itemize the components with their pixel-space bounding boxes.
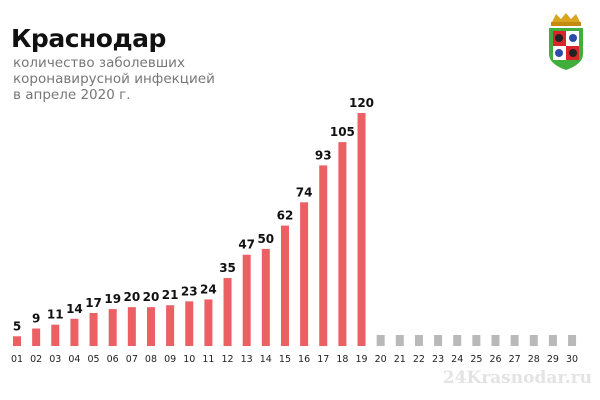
bar-16 [300,202,309,346]
bar-07 [127,307,136,346]
bar-10 [185,301,194,346]
bar-03 [51,324,60,346]
bar-18 [338,142,347,346]
bar-12 [223,278,232,346]
x-tick-label: 22 [413,354,425,365]
x-tick-label: 27 [509,354,521,365]
data-label-18: 105 [330,125,355,139]
future-bar-25 [472,335,481,346]
data-label-01: 5 [13,319,21,333]
future-bar-23 [434,335,443,346]
x-tick-label: 30 [566,354,578,365]
data-label-04: 14 [66,302,83,316]
data-label-10: 23 [181,284,198,298]
chart-subtitle-line: количество заболевших [13,55,185,71]
x-tick-label: 16 [298,354,310,365]
bar-17 [319,165,328,346]
bar-06 [108,309,117,346]
x-tick-label: 26 [489,354,501,365]
x-tick-label: 14 [260,354,272,365]
future-bar-27 [510,335,519,346]
x-tick-label: 19 [355,354,367,365]
future-bar-29 [548,335,557,346]
x-tick-label: 01 [11,354,23,365]
data-label-09: 21 [162,288,179,302]
x-tick-label: 25 [470,354,482,365]
watermark-logo: 24Krasnodar.ru [442,368,592,388]
x-tick-label: 02 [30,354,42,365]
bar-08 [146,307,155,346]
x-tick-label: 20 [375,354,387,365]
bar-04 [70,318,79,346]
bar-05 [89,312,98,346]
x-tick-label: 29 [547,354,559,365]
future-bar-20 [376,335,385,346]
data-label-05: 17 [85,296,102,310]
future-bar-24 [453,335,462,346]
chart-title: Краснодар [11,24,166,53]
data-label-11: 24 [200,282,217,296]
x-tick-label: 21 [394,354,406,365]
bar-19 [357,113,366,346]
bar-13 [242,254,251,346]
data-label-17: 93 [315,148,332,162]
data-label-02: 9 [32,312,40,326]
x-tick-label: 12 [221,354,233,365]
x-tick-label: 13 [241,354,253,365]
bar-11 [204,299,213,346]
bar-02 [32,328,41,346]
data-label-06: 19 [104,292,121,306]
data-label-16: 74 [296,185,313,199]
data-label-15: 62 [277,209,294,223]
future-bar-22 [414,335,423,346]
bar-01 [13,336,21,346]
data-label-12: 35 [219,261,236,275]
data-label-08: 20 [143,290,160,304]
future-bar-26 [491,335,500,346]
bar-15 [280,225,289,346]
data-label-13: 47 [238,238,255,252]
data-label-07: 20 [123,290,140,304]
data-label-19: 120 [349,96,374,110]
data-label-14: 50 [257,232,274,246]
chart-subtitle-line: в апреле 2020 г. [13,87,131,103]
x-tick-label: 04 [68,354,80,365]
x-tick-label: 09 [164,354,176,365]
krasnodar-coat-of-arms-icon [549,13,583,70]
x-tick-label: 17 [317,354,329,365]
x-tick-label: 18 [336,354,348,365]
x-tick-label: 06 [107,354,119,365]
x-tick-label: 15 [279,354,291,365]
data-label-03: 11 [47,308,64,322]
x-tick-label: 10 [183,354,195,365]
x-tick-label: 24 [451,354,463,365]
x-tick-label: 03 [49,354,61,365]
bar-09 [166,305,175,346]
x-tick-label: 28 [528,354,540,365]
chart-subtitle-line: коронавирусной инфекцией [13,71,215,87]
x-tick-label: 11 [202,354,214,365]
x-tick-label: 05 [88,354,100,365]
future-bar-30 [568,335,577,346]
x-tick-label: 08 [145,354,157,365]
bar-14 [261,248,270,346]
future-bar-28 [529,335,538,346]
x-tick-label: 07 [126,354,138,365]
future-bar-21 [395,335,404,346]
x-tick-label: 23 [432,354,444,365]
